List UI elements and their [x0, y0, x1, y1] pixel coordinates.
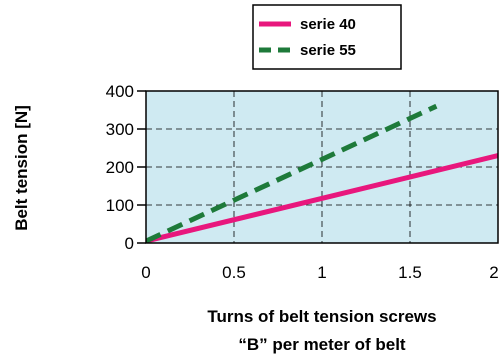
legend: serie 40 serie 55 — [252, 4, 402, 70]
x-tick-label-1: 0.5 — [222, 263, 246, 282]
series-line-serie-55 — [146, 103, 438, 243]
y-axis-ticks: 0 100 200 300 400 — [106, 82, 146, 253]
x-axis-title-line-2: “B” per meter of belt — [238, 335, 406, 354]
x-tick-label-0: 0 — [141, 263, 150, 282]
series-layer — [146, 103, 498, 243]
x-axis-ticks: 0 0.5 1 1.5 2 — [141, 263, 498, 282]
y-tick-label-4: 400 — [106, 82, 134, 101]
series-line-serie-40 — [146, 153, 498, 243]
x-tick-label-4: 2 — [489, 263, 498, 282]
legend-label-serie-40: serie 40 — [300, 16, 356, 33]
y-tick-label-0: 0 — [125, 234, 134, 253]
y-axis-title: Belt tension [N] — [12, 105, 31, 231]
y-tick-label-3: 300 — [106, 120, 134, 139]
y-tick-label-2: 200 — [106, 158, 134, 177]
x-tick-label-3: 1.5 — [398, 263, 422, 282]
legend-box — [252, 4, 402, 70]
legend-label-serie-55: serie 55 — [300, 42, 356, 59]
x-tick-label-2: 1 — [317, 263, 326, 282]
x-axis-title-line-1: Turns of belt tension screws — [207, 307, 436, 326]
y-tick-label-1: 100 — [106, 196, 134, 215]
